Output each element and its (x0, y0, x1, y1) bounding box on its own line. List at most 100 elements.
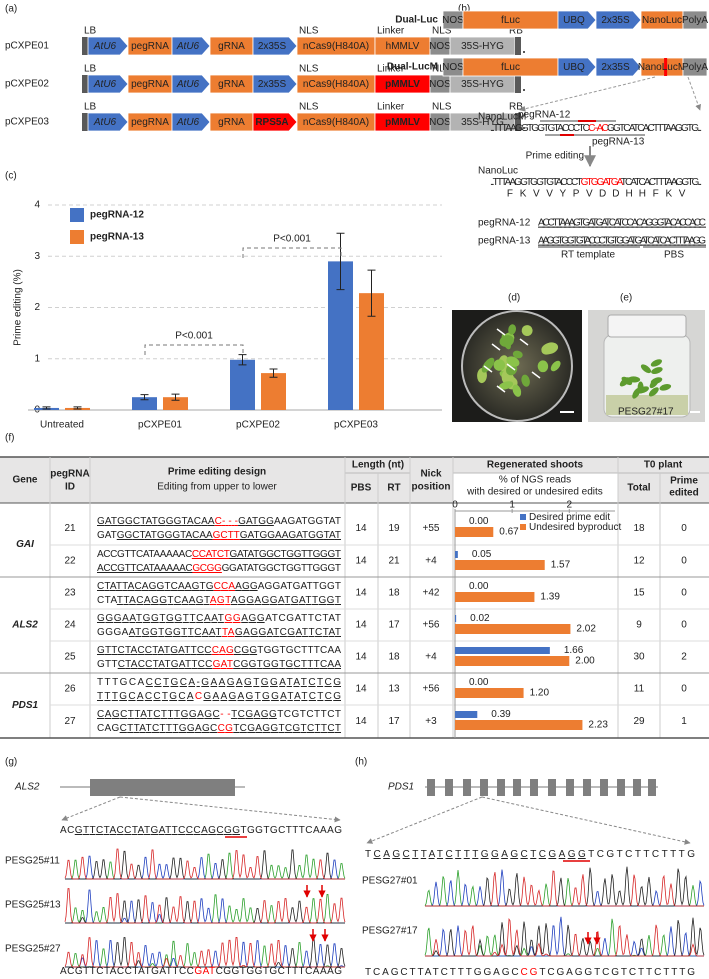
element-label: RPS5A (255, 117, 288, 128)
bar (455, 711, 478, 718)
panel-label: (g) (5, 757, 17, 768)
top-label: NLS (432, 64, 452, 75)
sequence-segment: TCGTCTTCTTTG (588, 849, 695, 860)
element-label: UBQ (563, 15, 585, 26)
annotation: P<0.001 (175, 331, 213, 342)
reporter-name: Dual-LucM (387, 62, 438, 73)
x-tick-label: Untreated (40, 420, 84, 431)
top-label: Linker (377, 102, 405, 113)
chromatogram-trace (65, 897, 345, 924)
cell: +3 (425, 716, 437, 727)
top-label: Linker (377, 26, 405, 37)
zoom-line (481, 796, 691, 845)
photo-arrow (483, 365, 493, 373)
zoom-line (119, 796, 341, 823)
element-label: AtU6 (176, 79, 200, 90)
sequence-segment: TGGTGCTTTCAAAG (240, 825, 342, 836)
element-label: NOS (429, 117, 451, 128)
element-label: NanoLuc (642, 15, 682, 26)
sequence: TTTGCACCTGCACGAAGAGTGGATATCTCG (97, 691, 341, 702)
x-tick-label: pCXPE01 (138, 420, 182, 431)
cell: 18 (388, 588, 400, 599)
top-label: NLS (299, 102, 319, 113)
explant (521, 325, 533, 337)
element-label: NOS (429, 41, 451, 52)
chromatogram-trace (425, 870, 704, 907)
cell: 17 (388, 620, 400, 631)
cell: 24 (64, 620, 76, 631)
sequence-segment: TCGTCTTCT (277, 709, 341, 720)
element-label: NOS (442, 62, 464, 73)
bar (261, 373, 286, 410)
jar-lid (607, 314, 687, 338)
chromatogram-trace (64, 937, 345, 968)
significance-bracket (144, 344, 244, 355)
element-box (682, 57, 708, 77)
exon (617, 779, 625, 796)
cell: 27 (64, 716, 76, 727)
exon (445, 779, 453, 796)
cell: 1 (681, 716, 687, 727)
cell: 0 (681, 620, 687, 631)
cell: +56 (423, 684, 440, 695)
amino-acid: V (586, 189, 593, 200)
dot (523, 127, 525, 129)
sequence-segment: TCAGCTTATCTTTGGAGC (365, 967, 519, 978)
element-label: NanoLucM (638, 62, 686, 73)
explant (498, 381, 514, 390)
region-label: PBS (664, 250, 684, 261)
element-arrow (171, 112, 211, 132)
y-tick-label: 3 (34, 251, 40, 262)
legend-label: Desired prime edit (529, 512, 610, 523)
leaf (619, 377, 630, 387)
sequence-segment: GGGA (97, 627, 129, 638)
element-arrow (87, 112, 129, 132)
sequence-segment: CAGCTTATCTTTGGAGCTCGAGG (374, 849, 586, 860)
sample-label: PESG25#13 (5, 900, 61, 911)
cell: 0 (681, 588, 687, 599)
explant (512, 384, 522, 397)
value-label: 2.02 (576, 624, 596, 635)
y-tick-label: 2 (34, 302, 40, 313)
construct-name: pCXPE01 (5, 41, 49, 52)
legend-label: Undesired byproduct (529, 522, 621, 533)
chromatogram-trace (65, 937, 346, 968)
chromatogram-trace (65, 889, 345, 924)
amino-acid: F (507, 189, 513, 200)
cell: 14 (355, 684, 367, 695)
leaf (648, 387, 659, 397)
photo-arrow (496, 328, 506, 336)
exon (480, 779, 488, 796)
sequence-name: NanoLuc (478, 166, 518, 177)
sequence-segment: C- - - (215, 516, 238, 527)
cell: 0 (681, 523, 687, 534)
leaf (637, 381, 644, 394)
x-tick-label: 1 (509, 500, 515, 511)
cell: 14 (355, 716, 367, 727)
element-arrow (252, 36, 298, 56)
cell: 30 (633, 652, 645, 663)
sequence: T CAGCTTATCTTTGGAGCTCGAGG TCGTCTTCTTTG (365, 849, 695, 860)
element-arrow (171, 74, 211, 94)
guide-label: pegRNA-12 (518, 110, 571, 121)
x-tick-label: 2 (567, 500, 573, 511)
exon (566, 779, 574, 796)
sequence-segment: GGTCATCACTTTAAGGTG... (607, 123, 702, 134)
leaf (659, 384, 672, 391)
explant (481, 357, 495, 373)
value-label: 0.05 (472, 549, 492, 560)
header: % of NGS reads (499, 475, 571, 486)
panel-label: (b) (458, 4, 470, 15)
chromatogram-trace (425, 918, 704, 957)
error-bar (171, 393, 180, 401)
cell: 12 (633, 556, 645, 567)
element-label: gRNA (218, 79, 245, 90)
sequence-segment: TCATCACTTTAAGGTG... (621, 177, 702, 188)
element-label: 35S-HYG (461, 117, 504, 128)
element-arrow (252, 74, 298, 94)
gene-name: GAI (16, 539, 34, 550)
cell: 26 (64, 684, 76, 695)
exon (530, 779, 538, 796)
x-tick-label: pCXPE02 (236, 420, 280, 431)
sequence-segment: GAGGATCGATTCTAT (235, 627, 341, 638)
